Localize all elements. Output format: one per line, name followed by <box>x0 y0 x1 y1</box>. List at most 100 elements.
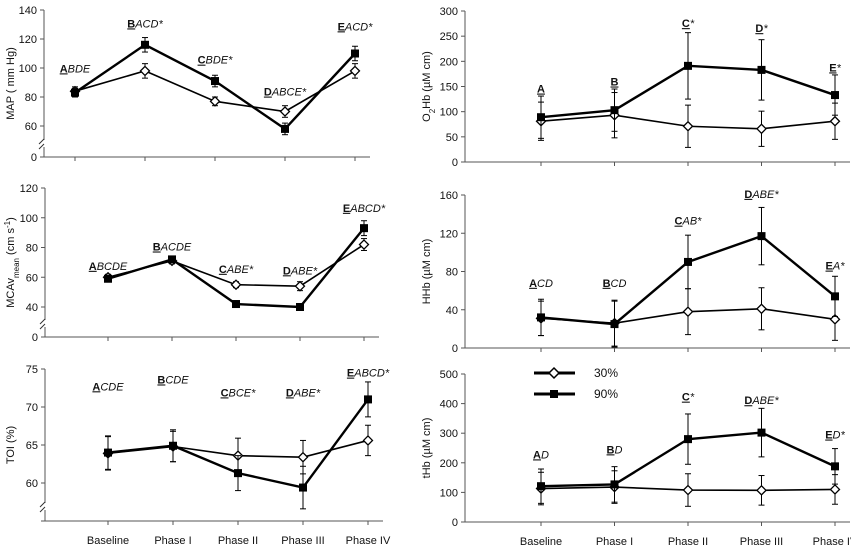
x-tick-label: Phase II <box>218 535 258 547</box>
point-90pct <box>757 428 766 437</box>
significance-label: BD <box>607 444 623 456</box>
panel-mcav: 0 40 60 80 100 120 MCAvmean (cm s-1) ABCDE BACDE… <box>3 183 386 344</box>
y-axis-label-map: MAP ( mm Hg) <box>5 47 17 120</box>
significance-label: DABE* <box>744 395 779 407</box>
significance-label: ED* <box>825 430 845 442</box>
point-90pct <box>831 462 839 471</box>
point-90pct <box>831 91 839 100</box>
axis-break-gap <box>40 140 48 147</box>
significance-label: CABE* <box>219 264 254 276</box>
legend-90-marker <box>550 390 558 398</box>
x-tick-label: Phase II <box>668 536 708 547</box>
significance-label: ABDE <box>60 63 91 75</box>
panel-toi: 60 65 70 75 Baseline Phase I Phase II Phase III… <box>5 364 391 547</box>
point-30pct <box>139 65 151 77</box>
y-tick-label: 100 <box>20 213 38 225</box>
x-tick-label: Baseline <box>520 536 562 547</box>
point-90pct <box>299 483 307 492</box>
point-90pct <box>351 49 359 58</box>
y-tick-label: 60 <box>26 478 38 490</box>
significance-label: ACD <box>529 278 553 290</box>
significance-label: CAB* <box>675 216 703 228</box>
x-tick-label: Baseline <box>87 535 129 547</box>
significance-label: BCDE <box>157 374 189 386</box>
x-tick-label: Phase I <box>596 536 633 547</box>
x-tick-label: Phase III <box>740 536 783 547</box>
y-tick-label: 400 <box>440 399 458 411</box>
point-90pct <box>684 61 692 70</box>
point-30pct <box>756 484 767 496</box>
point-90pct <box>104 274 112 283</box>
point-90pct <box>234 469 242 478</box>
significance-label: DABCE* <box>264 87 307 99</box>
y-tick-label: 60 <box>25 121 37 133</box>
axis-break-gap <box>41 320 49 327</box>
significance-label: CBDE* <box>198 55 234 67</box>
legend: 30% 90% <box>534 366 618 401</box>
point-30pct <box>829 484 841 495</box>
y-tick-label: 60 <box>26 272 38 284</box>
point-90pct <box>684 257 692 266</box>
point-90pct <box>211 77 219 86</box>
point-90pct <box>104 448 112 457</box>
point-30pct <box>756 303 767 315</box>
y-tick-label: 120 <box>20 183 38 195</box>
point-90pct <box>537 313 545 322</box>
y-axis-label-mcav: MCAvmean (cm s-1) <box>3 217 21 308</box>
point-90pct <box>168 255 176 264</box>
y-axis-label-thb: tHb (µM cm) <box>421 418 433 479</box>
point-90pct <box>757 65 766 74</box>
y-tick-label: 300 <box>440 6 458 18</box>
y-tick-label: 300 <box>440 428 458 440</box>
y-tick-label: 160 <box>440 190 458 202</box>
y-tick-label: 0 <box>32 332 38 344</box>
y-tick-label: 500 <box>440 369 458 381</box>
point-90pct <box>684 435 692 444</box>
y-tick-label: 65 <box>26 440 38 452</box>
y-tick-label: 100 <box>440 487 458 499</box>
y-tick-label: 100 <box>19 63 37 75</box>
panel-o2hb: 0 50 100 150 200 250 300 O2Hb (µM cm) A B C* D* E* <box>421 6 850 169</box>
legend-90-label: 90% <box>594 387 618 401</box>
point-90pct <box>71 88 79 97</box>
significance-label: EACD* <box>338 21 374 33</box>
significance-label: CBCE* <box>221 387 257 399</box>
y-tick-label: 0 <box>452 157 458 169</box>
point-90pct <box>757 232 766 241</box>
point-30pct <box>829 115 841 127</box>
y-axis-label-o2hb: O2Hb (µM cm) <box>421 51 437 122</box>
point-30pct <box>829 313 841 325</box>
y-tick-label: 80 <box>25 92 37 104</box>
point-30pct <box>209 95 221 107</box>
point-90pct <box>831 292 839 301</box>
significance-label: C* <box>682 18 695 30</box>
point-30pct <box>362 435 374 446</box>
axis-break-gap <box>41 503 49 510</box>
legend-30-marker <box>547 366 561 380</box>
x-tick-label: Phase IV <box>813 536 851 547</box>
y-tick-label: 200 <box>440 458 458 470</box>
point-30pct <box>279 106 291 117</box>
y-tick-label: 250 <box>440 31 458 43</box>
point-30pct <box>682 120 694 132</box>
y-tick-label: 0 <box>452 343 458 355</box>
axis-break-mark <box>38 138 45 150</box>
x-tick-label: Phase I <box>154 535 191 547</box>
axis-break-mark <box>39 318 46 330</box>
point-90pct <box>610 480 619 489</box>
axis-break-mark <box>39 501 46 513</box>
point-90pct <box>281 124 289 133</box>
significance-label: DABE* <box>744 189 779 201</box>
point-30pct <box>297 451 309 463</box>
y-tick-label: 80 <box>446 267 458 279</box>
significance-label: EA* <box>826 261 846 273</box>
point-90pct <box>537 482 545 491</box>
point-90pct <box>610 106 619 115</box>
point-30pct <box>682 306 694 318</box>
significance-label: ABCDE <box>89 261 128 273</box>
point-30pct <box>349 65 361 77</box>
y-tick-label: 140 <box>19 5 37 17</box>
